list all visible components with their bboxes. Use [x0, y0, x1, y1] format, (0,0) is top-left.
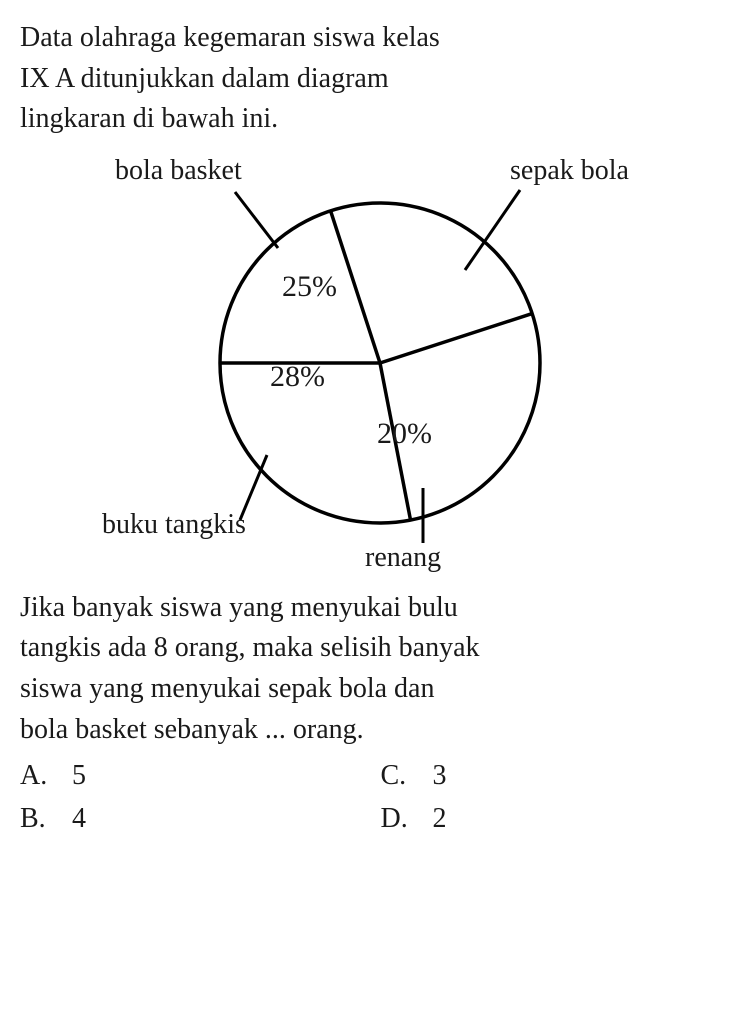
answer-letter: D.: [381, 799, 415, 840]
intro-text: Data olahraga kegemaran siswa kelas IX A…: [20, 18, 711, 140]
question-text: Jika banyak siswa yang menyukai bulu tan…: [20, 588, 711, 750]
answer-value: 5: [72, 756, 86, 797]
question-line4: bola basket sebanyak ... orang.: [20, 710, 711, 751]
slice-label-buku-tangkis: buku tangkis: [102, 510, 246, 541]
slice-label-bola-basket: bola basket: [115, 156, 242, 187]
intro-line3: lingkaran di bawah ini.: [20, 99, 711, 140]
question-line2: tangkis ada 8 orang, maka selisih banyak: [20, 628, 711, 669]
question-line3: siswa yang menyukai sepak bola dan: [20, 669, 711, 710]
pie-chart: 28% 20% 25% sepak bola buku tangkis renang bo…: [20, 148, 711, 578]
answer-option: C. 3: [381, 756, 712, 797]
answer-letter: C.: [381, 756, 415, 797]
slice-label-sepak-bola: sepak bola: [510, 156, 629, 187]
intro-line2: IX A ditunjukkan dalam diagram: [20, 59, 711, 100]
answer-option: D. 2: [381, 799, 712, 840]
answer-value: 2: [433, 799, 447, 840]
answer-value: 4: [72, 799, 86, 840]
slice-label-renang: renang: [365, 543, 441, 574]
intro-line1: Data olahraga kegemaran siswa kelas: [20, 18, 711, 59]
answer-grid: A. 5 C. 3 B. 4 D. 2: [20, 756, 711, 839]
slice-percent: 25%: [282, 270, 337, 303]
question-line1: Jika banyak siswa yang menyukai bulu: [20, 588, 711, 629]
answer-option: A. 5: [20, 756, 351, 797]
slice-percent: 20%: [377, 417, 432, 450]
answer-letter: B.: [20, 799, 54, 840]
answer-letter: A.: [20, 756, 54, 797]
answer-value: 3: [433, 756, 447, 797]
slice-percent: 28%: [270, 360, 325, 393]
answer-option: B. 4: [20, 799, 351, 840]
